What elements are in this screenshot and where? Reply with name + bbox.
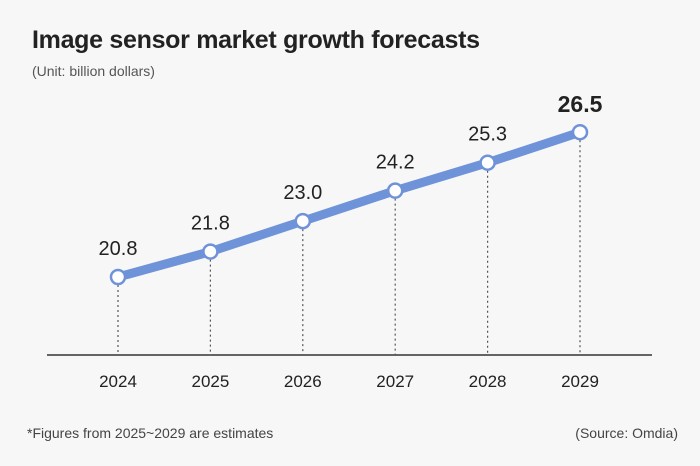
value-label-2028: 25.3 [468, 124, 507, 146]
data-point-2028 [479, 154, 496, 171]
data-point-2027 [386, 182, 404, 199]
data-point-2024 [109, 268, 127, 286]
estimate-footnote: *Figures from 2025~2029 are estimates [27, 425, 274, 441]
x-tick-label-2026: 2026 [284, 372, 322, 391]
data-point-2026 [294, 212, 312, 230]
data-point-2029 [571, 123, 589, 141]
data-point-2025 [202, 243, 219, 260]
value-label-2025: 21.8 [191, 213, 230, 235]
x-tick-label-2024: 2024 [99, 372, 137, 391]
source-note: (Source: Omdia) [575, 425, 678, 441]
value-label-2029: 26.5 [558, 91, 603, 117]
value-label-2024: 20.8 [99, 238, 138, 260]
x-tick-label-2029: 2029 [561, 372, 599, 391]
value-label-2027: 24.2 [376, 152, 415, 174]
chart-title: Image sensor market growth forecasts [32, 26, 480, 54]
x-tick-label-2028: 2028 [469, 372, 507, 391]
series-line [113, 127, 585, 282]
chart-unit-subtitle: (Unit: billion dollars) [32, 63, 155, 79]
x-tick-label-2025: 2025 [191, 372, 229, 391]
x-tick-label-2027: 2027 [376, 372, 414, 391]
value-label-2026: 23.0 [283, 182, 322, 204]
